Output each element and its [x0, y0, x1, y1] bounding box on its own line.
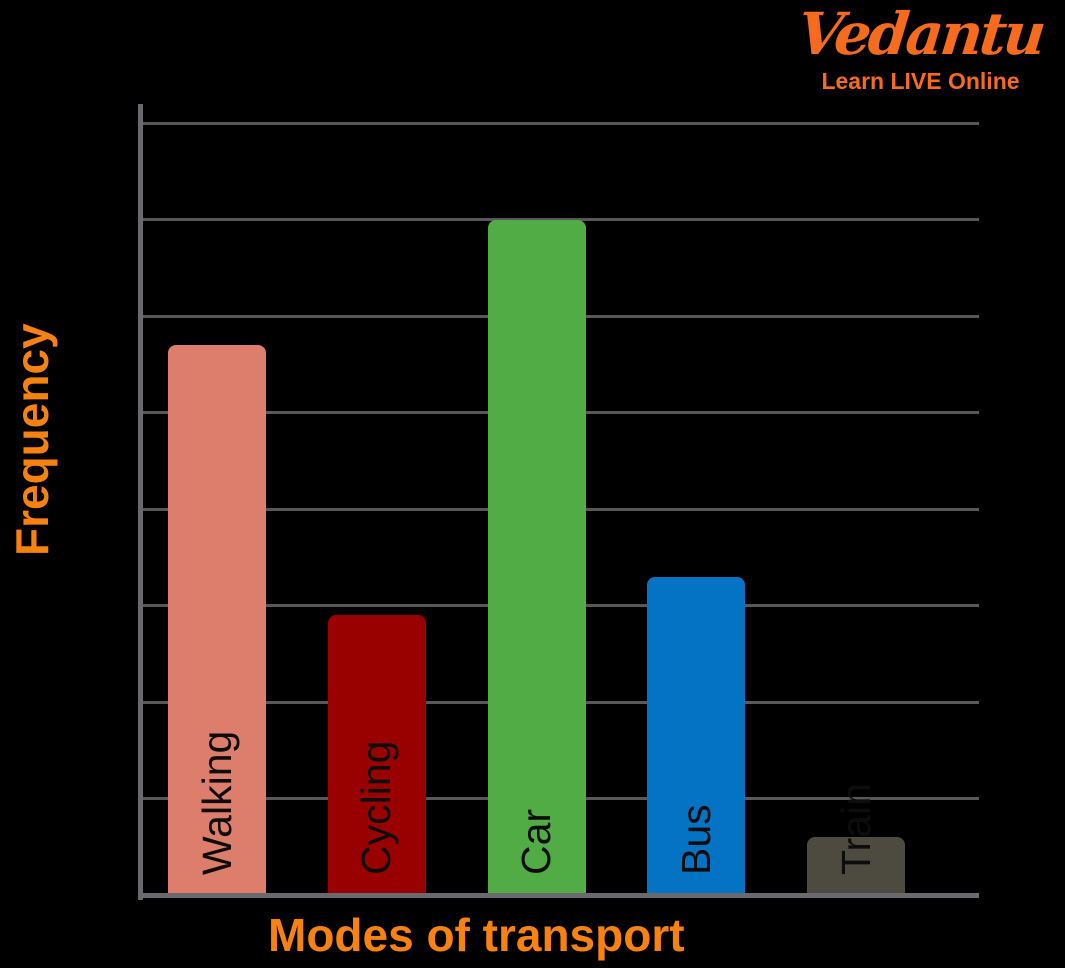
bar-train [807, 837, 905, 895]
bar-bus [647, 576, 746, 895]
vedantu-tagline: Learn LIVE Online [821, 68, 1020, 94]
y-axis-title: Frequency [6, 323, 58, 556]
vedantu-wordmark: Vedantu [794, 0, 1047, 68]
bar-label-bus: Bus [672, 804, 719, 875]
y-axis-line [138, 104, 143, 900]
bar-car [487, 219, 586, 895]
x-axis-title: Modes of transport [268, 909, 685, 961]
bar-label-walking: Walking [193, 730, 240, 875]
bar-walking [168, 344, 266, 895]
x-axis-line [138, 893, 979, 898]
bar-label-car: Car [513, 808, 559, 875]
vedantu-logo: Vedantu Learn LIVE Online [783, 0, 1058, 94]
bar-label-train: Train [832, 783, 879, 875]
bar-cycling [327, 615, 426, 895]
bar-label-cycling: Cycling [353, 740, 400, 875]
gridline [138, 121, 979, 125]
